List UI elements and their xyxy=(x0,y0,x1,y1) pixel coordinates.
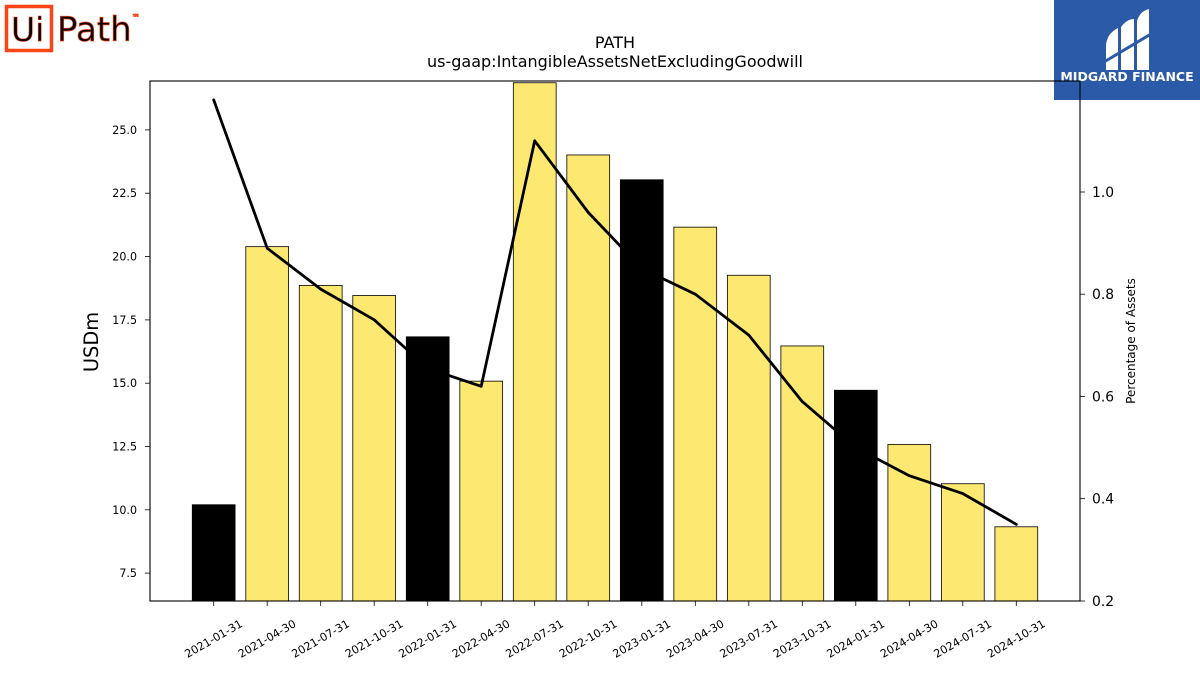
left-y-axis: 7.5 10.0 12.5 15.0 17.5 20.0 22.5 25.0 xyxy=(112,124,150,580)
uipath-logo-word: Path xyxy=(57,10,132,50)
line-point-2023-10-31 xyxy=(801,400,804,403)
midgard-emblem-icon xyxy=(1103,9,1152,70)
line-point-2022-04-30 xyxy=(479,385,483,388)
bar-2022-01-31 xyxy=(405,336,450,602)
midgard-emblem-cut xyxy=(1103,32,1152,64)
y-tick-label: 15.0 xyxy=(112,377,137,390)
percentage-of-assets-series xyxy=(212,98,1018,526)
bar-2024-10-31 xyxy=(994,526,1039,602)
bar-2024-01-31 xyxy=(833,389,878,602)
uipath-logo-box xyxy=(4,4,54,53)
bar-2021-10-31 xyxy=(352,295,397,602)
bar-2022-10-31 xyxy=(566,154,611,602)
y2-tick-label: 0.6 xyxy=(1092,390,1114,406)
line-point-2022-01-31 xyxy=(426,367,430,370)
chart-title: PATH xyxy=(595,33,635,52)
line-point-2023-07-31 xyxy=(747,333,751,337)
line-point-2024-04-30 xyxy=(908,474,911,478)
bar-2021-07-31 xyxy=(298,284,343,602)
y2-axis-label: Percentage of Assets xyxy=(1124,278,1138,404)
bar-2023-01-31 xyxy=(619,179,664,602)
right-y-axis: 0.2 0.4 0.6 0.8 1.0 xyxy=(1080,185,1114,610)
midgard-emblem-middle-pillar xyxy=(1121,19,1134,70)
y-tick-label: 12.5 xyxy=(112,441,137,454)
bar-2021-04-30 xyxy=(245,246,289,602)
y-axis-label: USDm xyxy=(80,312,103,372)
y-tick-label: 25.0 xyxy=(112,124,137,137)
plot-frame xyxy=(149,80,1081,602)
percentage-of-assets-line xyxy=(212,98,1018,526)
bar-2022-07-31 xyxy=(512,82,557,602)
y-tick-label: 10.0 xyxy=(112,504,137,517)
y2-tick-label: 1.0 xyxy=(1092,185,1114,201)
y-tick-label: 20.0 xyxy=(112,251,137,264)
uipath-logo-trademark: ™ xyxy=(132,13,140,22)
midgard-logo-text: MIDGARD FINANCE xyxy=(1060,69,1193,84)
y2-tick-label: 0.4 xyxy=(1092,492,1114,508)
bar-2024-04-30 xyxy=(887,444,932,602)
bar-2021-01-31 xyxy=(191,504,236,602)
bar-2023-07-31 xyxy=(726,274,771,602)
line-point-2024-01-31 xyxy=(854,446,858,449)
line-point-2023-01-31 xyxy=(640,267,644,270)
line-point-2022-10-31 xyxy=(586,211,590,214)
line-point-2023-04-30 xyxy=(694,292,697,296)
line-point-2021-01-31 xyxy=(212,98,215,102)
bar-2023-04-30 xyxy=(673,226,718,602)
bar-series xyxy=(191,82,1039,602)
line-point-2021-04-30 xyxy=(265,246,269,250)
y-tick-label: 17.5 xyxy=(112,314,137,327)
uipath-logo: Ui Path ™ xyxy=(4,4,141,53)
line-point-2021-07-31 xyxy=(319,287,323,291)
line-point-2022-07-31 xyxy=(533,139,536,143)
chart-subtitle: us-gaap:IntangibleAssetsNetExcludingGood… xyxy=(427,52,803,71)
y-tick-label: 7.5 xyxy=(119,567,137,580)
y2-tick-label: 0.8 xyxy=(1092,287,1114,303)
y-tick-label: 22.5 xyxy=(112,187,137,200)
bar-2023-10-31 xyxy=(780,345,825,602)
line-point-2024-10-31 xyxy=(1015,523,1018,526)
uipath-logo-ui: Ui xyxy=(11,10,44,49)
y2-tick-label: 0.2 xyxy=(1092,594,1114,610)
line-point-2024-07-31 xyxy=(961,492,965,495)
line-point-2021-10-31 xyxy=(372,318,376,322)
midgard-finance-logo: MIDGARD FINANCE xyxy=(1054,0,1200,100)
bar-2022-04-30 xyxy=(459,380,504,602)
